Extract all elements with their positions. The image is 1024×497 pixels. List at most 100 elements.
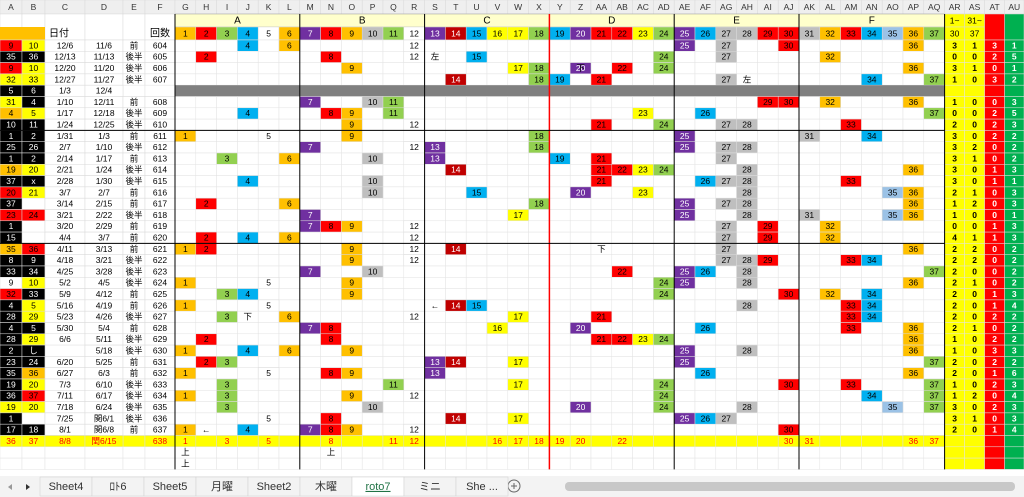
right-cell-bg bbox=[964, 446, 985, 459]
date: 1/17 bbox=[57, 108, 74, 118]
prev-date: 3/7 bbox=[98, 233, 110, 243]
sheet-tab[interactable]: ミニ bbox=[419, 481, 441, 493]
cell-bg bbox=[653, 310, 675, 323]
cell-bg bbox=[569, 390, 592, 402]
number-cell: 15 bbox=[472, 52, 482, 62]
cell-bg bbox=[819, 435, 841, 448]
cell-bg bbox=[84, 457, 124, 470]
cell-bg bbox=[819, 107, 841, 120]
number-cell: 10 bbox=[368, 187, 378, 197]
number-cell: 22 bbox=[617, 165, 627, 175]
cell-bg bbox=[590, 288, 613, 301]
sheet-tab[interactable]: 木曜 bbox=[315, 480, 337, 493]
cell-bg bbox=[777, 401, 800, 414]
scrollbar[interactable] bbox=[565, 482, 1015, 491]
cell-bg bbox=[528, 378, 550, 391]
cell-bg bbox=[382, 412, 405, 425]
number-cell: 28 bbox=[742, 278, 752, 288]
cell-bg bbox=[861, 231, 883, 244]
cell-bg bbox=[611, 197, 633, 210]
cell-bg bbox=[632, 457, 654, 470]
cell-bg bbox=[424, 96, 446, 109]
number-cell: 28 bbox=[742, 210, 752, 220]
right-value: 0 bbox=[992, 266, 997, 276]
number-cell: 27 bbox=[721, 221, 731, 231]
cell-a: 15 bbox=[6, 233, 16, 243]
cell-bg bbox=[237, 457, 259, 470]
cell-bg bbox=[757, 152, 779, 165]
sheet-tab[interactable]: Sheet4 bbox=[49, 481, 84, 493]
sheet-tab[interactable]: 月曜 bbox=[211, 480, 233, 493]
cell-bg bbox=[445, 367, 467, 380]
cell-bg bbox=[819, 73, 841, 86]
cell-bg bbox=[320, 197, 342, 210]
right-value: 2 bbox=[952, 323, 957, 333]
prev-date: 5/11 bbox=[96, 334, 112, 344]
number-header: 6 bbox=[287, 28, 292, 38]
cell-b: 9 bbox=[31, 255, 36, 265]
sheet-tab[interactable]: ﾛﾄ6 bbox=[109, 481, 126, 493]
cell-bg bbox=[216, 62, 238, 75]
right-value: 0 bbox=[972, 289, 977, 299]
cell-bg bbox=[861, 367, 883, 380]
number-cell: 9 bbox=[349, 221, 354, 231]
cell-bg bbox=[403, 378, 425, 391]
cell-bg bbox=[736, 322, 758, 335]
cell-bg bbox=[445, 209, 467, 222]
cell-bg bbox=[465, 175, 488, 188]
number-cell: 17 bbox=[513, 436, 523, 446]
cell-bg bbox=[715, 107, 737, 120]
cell-bg bbox=[840, 390, 862, 402]
number-cell: 3 bbox=[225, 312, 230, 322]
cell-bg bbox=[819, 209, 841, 222]
cell-bg bbox=[569, 231, 592, 244]
half: 前 bbox=[130, 425, 139, 435]
prev-date: 12/25 bbox=[93, 120, 115, 130]
cell-bg bbox=[777, 73, 800, 86]
cell-bg bbox=[278, 277, 301, 289]
number-cell: 18 bbox=[534, 63, 544, 73]
cell-bg bbox=[382, 367, 405, 380]
number-cell: 14 bbox=[451, 74, 461, 84]
number-cell: 14 bbox=[451, 165, 461, 175]
cell-bg bbox=[569, 73, 592, 86]
cell-bg bbox=[445, 62, 467, 75]
sheet-tab[interactable]: Sheet2 bbox=[257, 481, 292, 493]
cell-b: 24 bbox=[29, 210, 39, 220]
sheet-tab[interactable]: Sheet5 bbox=[153, 481, 188, 493]
cell-bg bbox=[798, 141, 821, 154]
cell-bg bbox=[673, 152, 696, 165]
column-letter: T bbox=[453, 2, 458, 12]
cell-bg bbox=[861, 186, 883, 199]
right-value: 2 bbox=[1012, 312, 1017, 322]
cell-bg bbox=[757, 39, 779, 52]
number-cell: 11 bbox=[389, 97, 398, 107]
sheet-tab[interactable]: She ... bbox=[466, 481, 498, 493]
cell-bg bbox=[777, 209, 800, 222]
right-value: 2 bbox=[972, 199, 977, 209]
number-cell: 11 bbox=[389, 108, 398, 118]
cell-bg bbox=[549, 423, 571, 436]
sheet-tab[interactable]: roto7 bbox=[365, 481, 390, 493]
column-letter: AP bbox=[908, 2, 920, 12]
cell-a: 28 bbox=[6, 312, 16, 322]
number-header: 23 bbox=[638, 28, 648, 38]
cell-bg bbox=[632, 152, 654, 165]
cell-bg bbox=[465, 356, 488, 368]
cell-bg bbox=[507, 152, 529, 165]
cell-bg bbox=[673, 73, 696, 86]
cell-bg bbox=[257, 243, 280, 255]
cell-bg bbox=[465, 435, 488, 448]
range-value: 30 bbox=[950, 28, 960, 38]
cell-bg bbox=[507, 333, 529, 346]
cell-bg bbox=[424, 322, 446, 335]
cell-bg bbox=[736, 51, 758, 63]
number-cell: 1 bbox=[183, 300, 188, 310]
cell-bg bbox=[777, 344, 800, 357]
cell-bg bbox=[486, 118, 509, 131]
cell-bg bbox=[465, 265, 488, 278]
round: 619 bbox=[153, 221, 167, 231]
number-cell: 36 bbox=[909, 40, 919, 50]
number-cell: 7 bbox=[308, 97, 313, 107]
cell-a: 4 bbox=[9, 108, 14, 118]
